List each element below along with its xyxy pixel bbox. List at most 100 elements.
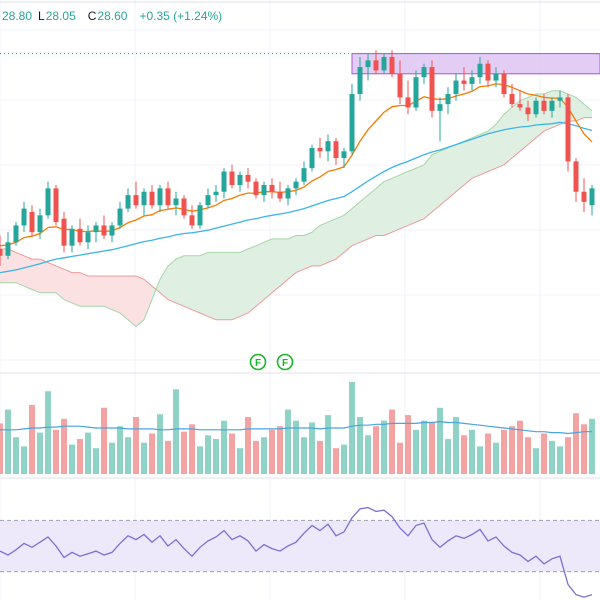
candle <box>549 97 555 118</box>
volume-bar <box>445 439 451 474</box>
candle-body <box>485 63 491 81</box>
volume-bar <box>37 432 43 474</box>
volume-bar <box>149 433 155 474</box>
cloud-segment <box>512 100 520 159</box>
candle-body <box>293 181 299 189</box>
cloud-segment <box>488 124 496 172</box>
cloud-segment <box>344 208 352 253</box>
candle <box>397 60 403 105</box>
cloud-segment <box>384 178 392 236</box>
cloud-segment <box>208 252 216 320</box>
event-marker-f1[interactable]: F <box>249 353 267 371</box>
volume-bar <box>381 420 387 474</box>
volume-ma-line <box>0 420 592 435</box>
volume-bar <box>93 448 99 474</box>
candle <box>133 181 139 209</box>
cloud-segment <box>304 232 312 270</box>
volume-bar <box>349 382 355 474</box>
volume-bar <box>325 415 331 474</box>
candle-body <box>157 188 163 206</box>
volume-bar <box>469 429 475 474</box>
volume-bar <box>501 429 507 474</box>
volume-bar <box>117 426 123 474</box>
volume-bar <box>485 433 491 474</box>
cloud-segment <box>264 238 272 300</box>
volume-bar <box>589 418 595 474</box>
volume-bar <box>389 409 395 474</box>
cloud-segment <box>136 275 144 327</box>
candle <box>277 181 283 202</box>
open-value: 28.80 <box>2 9 33 23</box>
volume-bar <box>61 418 67 474</box>
cloud-segment <box>40 259 48 293</box>
volume-bar <box>101 407 107 474</box>
candle-body <box>549 100 555 111</box>
cloud-segment <box>72 272 80 307</box>
cloud-segment <box>192 255 200 314</box>
candle <box>525 100 531 121</box>
candle-body <box>85 232 91 243</box>
event-markers[interactable]: F F <box>249 353 294 371</box>
candle <box>61 211 67 253</box>
cloud-segment <box>328 218 336 263</box>
candle <box>493 67 499 88</box>
volume-bar <box>237 448 243 474</box>
candle <box>197 201 203 229</box>
candle <box>213 185 219 202</box>
candle <box>405 80 411 115</box>
ichimoku-cloud <box>0 90 593 328</box>
candle <box>517 90 523 111</box>
resistance-box <box>351 53 600 75</box>
candle <box>477 56 483 84</box>
cloud-segment <box>88 275 96 307</box>
candle <box>509 83 515 108</box>
volume-bar <box>21 446 27 474</box>
cloud-segment <box>336 215 344 260</box>
volume-bar <box>293 420 299 474</box>
cloud-segment <box>248 245 256 314</box>
candle <box>317 137 323 159</box>
candle <box>557 90 563 108</box>
candle-body <box>357 67 363 95</box>
volume-bar <box>133 416 139 474</box>
volume-bar <box>173 389 179 474</box>
cloud-segment <box>536 94 544 138</box>
candle-body <box>349 94 355 152</box>
candle <box>469 70 475 91</box>
candle-body <box>77 228 83 243</box>
cloud-segment <box>0 249 8 283</box>
cloud-segment <box>80 272 88 307</box>
cloud-segment <box>112 275 120 314</box>
volume-bar <box>197 446 203 474</box>
candle <box>461 67 467 91</box>
candle-body <box>69 228 75 246</box>
volume-bar <box>341 444 347 474</box>
candle-body <box>581 191 587 202</box>
cloud-segment <box>56 265 64 300</box>
volume-bar <box>205 435 211 474</box>
candle-body <box>181 198 187 216</box>
volume-bar <box>461 435 467 474</box>
candle <box>341 147 347 169</box>
low-value: 28.05 <box>45 9 76 23</box>
candle <box>101 215 107 239</box>
candle-body <box>269 185 275 192</box>
cloud-segment <box>8 249 16 283</box>
candle-body <box>301 168 307 182</box>
candle <box>309 144 315 172</box>
cloud-segment <box>416 164 424 223</box>
candle <box>565 94 571 172</box>
volume-bar <box>453 416 459 474</box>
cloud-segment <box>448 144 456 199</box>
candle <box>181 195 187 219</box>
cloud-segment <box>392 174 400 233</box>
candle <box>5 232 11 260</box>
candle-body <box>149 191 155 206</box>
event-marker-f2[interactable]: F <box>276 353 294 371</box>
volume-bar <box>85 432 91 474</box>
volume-bar <box>245 416 251 474</box>
volume-bar <box>421 420 427 474</box>
candle-body <box>37 215 43 233</box>
cloud-segment <box>376 181 384 236</box>
